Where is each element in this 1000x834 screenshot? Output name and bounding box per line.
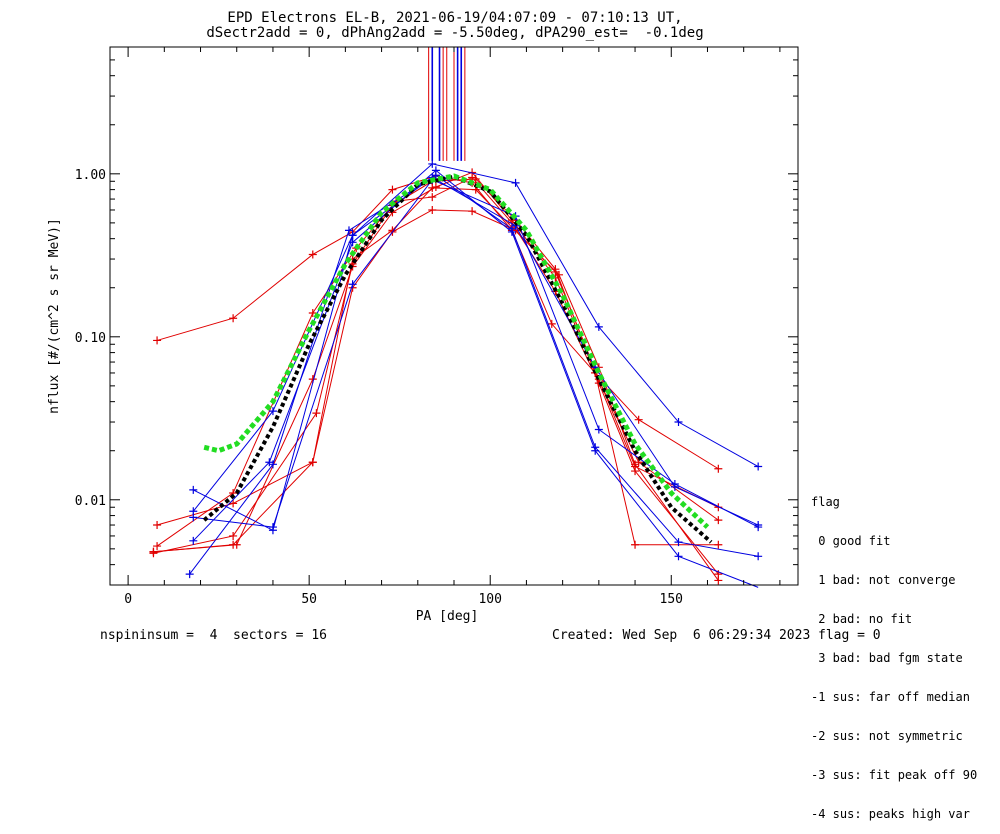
data-point-marker: [229, 540, 238, 549]
x-axis-label: PA [deg]: [416, 609, 479, 624]
green-fit-curve: [203, 173, 710, 529]
data-point-marker: [388, 226, 397, 235]
data-point-marker: [265, 458, 274, 467]
data-point-marker: [428, 193, 437, 202]
data-point-marker: [308, 458, 317, 467]
legend-title: flag: [811, 495, 840, 509]
data-point-marker: [153, 521, 162, 530]
y-tick-label: 1.00: [75, 168, 106, 183]
legend-item: -3 sus: fit peak off 90: [811, 768, 978, 782]
y-tick-label: 0.01: [75, 494, 106, 509]
data-point-marker: [388, 185, 397, 194]
data-point-marker: [555, 270, 564, 279]
data-point-marker: [189, 485, 198, 494]
data-point-marker: [308, 308, 317, 317]
data-point-marker: [428, 205, 437, 214]
y-tick-label: 0.10: [75, 331, 106, 346]
chart-title: EPD Electrons EL-B, 2021-06-19/04:07:09 …: [227, 10, 683, 26]
legend-item: -1 sus: far off median: [811, 690, 970, 704]
data-point-marker: [468, 173, 477, 182]
data-point-marker: [468, 207, 477, 216]
flag-legend: flag 0 good fit 1 bad: not converge 2 ba…: [811, 470, 977, 834]
data-point-marker: [431, 166, 440, 175]
data-point-marker: [547, 319, 556, 328]
data-point-marker: [714, 464, 723, 473]
data-point-marker: [471, 174, 480, 183]
data-point-marker: [189, 507, 198, 516]
series-line: [156, 209, 719, 526]
data-point-marker: [674, 538, 683, 547]
data-point-marker: [674, 418, 683, 427]
data-point-marker: [229, 499, 238, 508]
data-point-marker: [631, 467, 640, 476]
chart-subtitle: dSectr2add = 0, dPhAng2add = -5.50deg, d…: [206, 25, 704, 41]
data-point-marker: [185, 570, 194, 579]
data-point-marker: [594, 425, 603, 434]
legend-item: -2 sus: not symmetric: [811, 729, 963, 743]
data-point-marker: [428, 159, 437, 168]
series-line: [153, 187, 719, 581]
data-point-marker: [344, 226, 353, 235]
data-point-marker: [714, 576, 723, 585]
data-point-marker: [511, 178, 520, 187]
data-point-marker: [229, 314, 238, 323]
data-point-marker: [754, 552, 763, 561]
legend-item: 3 bad: bad fgm state: [811, 651, 963, 665]
data-point-marker: [153, 542, 162, 551]
legend-item: 2 bad: no fit: [811, 612, 913, 626]
x-tick-label: 100: [478, 592, 501, 607]
data-point-marker: [189, 536, 198, 545]
data-point-marker: [631, 540, 640, 549]
data-point-marker: [591, 446, 600, 455]
footer-spin-info: nspininsum = 4 sectors = 16: [100, 628, 327, 643]
series-line: [193, 163, 759, 531]
legend-item: 0 good fit: [811, 534, 891, 548]
plot-area: 0 50 100 150 0.01 0.10 1.00 PA [deg] nflux [#/…: [47, 46, 799, 624]
data-point-marker: [428, 183, 437, 192]
data-point-marker: [754, 521, 763, 530]
series-line: [192, 176, 759, 526]
data-point-marker: [268, 523, 277, 532]
data-point-marker: [674, 552, 683, 561]
data-point-marker: [229, 531, 238, 540]
data-point-marker: [268, 407, 277, 416]
series-line: [192, 169, 759, 588]
footer-flag: flag = 0: [818, 628, 881, 643]
legend-item: -4 sus: peaks high var: [811, 807, 970, 821]
data-point-marker: [634, 415, 643, 424]
black-fit-curve: [202, 174, 713, 544]
data-point-marker: [754, 462, 763, 471]
data-point-marker: [308, 250, 317, 259]
series-line: [153, 178, 719, 554]
data-point-marker: [670, 482, 679, 491]
x-tick-label: 150: [660, 592, 683, 607]
data-point-marker: [268, 460, 277, 469]
data-point-marker: [631, 460, 640, 469]
data-point-marker: [714, 540, 723, 549]
legend-item: 1 bad: not converge: [811, 573, 956, 587]
series-line: [193, 179, 759, 528]
data-point-marker: [348, 280, 357, 289]
data-point-marker: [431, 183, 440, 192]
x-tick-label: 50: [301, 592, 317, 607]
data-point-marker: [594, 322, 603, 331]
data-point-marker: [312, 409, 321, 418]
data-point-marker: [153, 336, 162, 345]
x-tick-label: 0: [124, 592, 132, 607]
data-point-marker: [149, 547, 158, 556]
series-line: [189, 174, 759, 575]
data-point-marker: [348, 231, 357, 240]
data-point-marker: [714, 516, 723, 525]
y-axis-label: nflux [#/(cm^2 s sr MeV)]: [47, 218, 62, 414]
data-point-marker: [507, 227, 516, 236]
footer-created: Created: Wed Sep 6 06:29:34 2023: [552, 628, 811, 643]
